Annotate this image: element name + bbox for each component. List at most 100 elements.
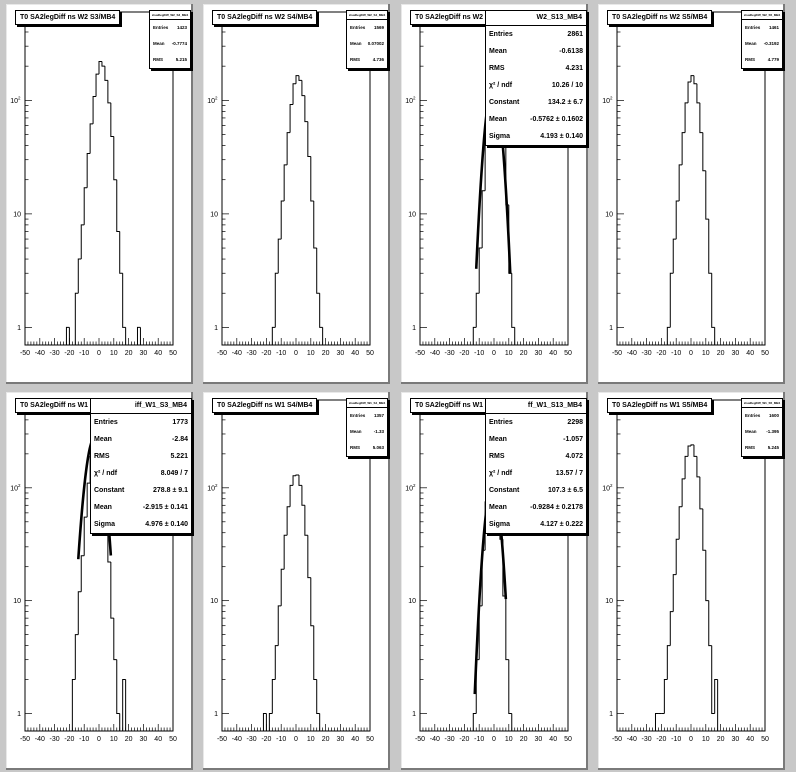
stats-label: Constant — [489, 487, 520, 494]
stats-box-header: ztsa2legDiff_W2_S3_MB4 — [150, 11, 190, 20]
x-tick-label: 10 — [307, 736, 315, 743]
histogram-bin — [271, 326, 276, 345]
y-tick-label: 10 — [408, 598, 416, 605]
histogram-bin — [92, 96, 97, 124]
x-tick-label: -30 — [247, 736, 257, 743]
histogram-bin — [301, 485, 305, 506]
histogram-bin — [505, 595, 509, 661]
histogram-bin — [690, 444, 694, 446]
stats-label: Entries — [745, 25, 761, 30]
stats-row: Entries 1357 — [347, 408, 387, 424]
histogram-bin — [298, 474, 302, 486]
stats-value: 107.3 ± 6.5 — [548, 487, 583, 494]
y-tick-label: 1 — [609, 711, 613, 718]
x-tick-label: -30 — [445, 350, 455, 357]
x-tick-label: -30 — [50, 736, 60, 743]
stats-label: χ² / ndf — [94, 470, 118, 477]
x-tick-label: -40 — [232, 736, 242, 743]
stats-row: Mean -1.33 — [347, 424, 387, 440]
x-tick-label: -50 — [612, 736, 622, 743]
x-tick-label: -30 — [642, 736, 652, 743]
x-tick-label: 50 — [366, 736, 374, 743]
histogram-bin — [86, 482, 91, 518]
x-tick-label: -40 — [430, 736, 440, 743]
histogram-bin — [119, 713, 123, 732]
stats-value: -2.915 ± 0.141 — [142, 504, 188, 511]
x-tick-label: 30 — [337, 350, 345, 357]
stats-row: Mean -2.915 ± 0.141 — [91, 499, 191, 516]
histogram-bin — [708, 219, 712, 274]
histogram-bin — [262, 713, 267, 731]
histogram-bin — [511, 273, 515, 328]
histogram-bin — [472, 713, 477, 731]
y-tick-label-exponent: 2 — [413, 483, 416, 488]
x-tick-label: 0 — [97, 350, 101, 357]
stats-box-header: ztsa2legDiff_W1_S5_MB4 — [742, 399, 782, 408]
x-tick-label: 30 — [732, 736, 740, 743]
y-tick-label: 10 — [10, 485, 18, 492]
x-tick-label: -20 — [459, 736, 469, 743]
stats-row: Entries 1569 — [347, 20, 387, 36]
histogram-bin — [684, 102, 689, 133]
x-tick-label: -30 — [642, 350, 652, 357]
stats-label: RMS — [489, 65, 505, 72]
y-tick-label-exponent: 2 — [610, 483, 613, 488]
stats-row: Entries 2298 — [486, 414, 586, 431]
histogram-bin — [681, 478, 686, 507]
stats-box-header: ff_W1_S13_MB4 — [486, 399, 586, 414]
histogram-bin — [666, 645, 671, 680]
histogram-bin — [77, 258, 82, 294]
x-tick-label: 40 — [549, 350, 557, 357]
histogram-bin — [714, 327, 718, 346]
y-tick-label-exponent: 2 — [18, 483, 21, 488]
stats-label: Entries — [489, 31, 513, 38]
stats-row: Entries 1600 — [742, 408, 782, 424]
stats-box: ztsa2legDiff_W2_S5_MB4 Entries 1461 Mean -0.… — [741, 10, 783, 69]
stats-label: Constant — [94, 487, 125, 494]
stats-label: Mean — [489, 436, 507, 443]
stats-label: Entries — [350, 25, 366, 30]
x-tick-label: -50 — [612, 350, 622, 357]
histogram-bin — [310, 577, 314, 627]
stats-value: 5.215 — [175, 57, 187, 62]
stats-label: Mean — [489, 48, 507, 55]
x-tick-label: -10 — [79, 736, 89, 743]
x-tick-label: 0 — [492, 350, 496, 357]
y-tick-label: 1 — [17, 325, 21, 332]
y-tick-label-exponent: 2 — [610, 95, 613, 100]
histogram-bin — [699, 102, 703, 134]
x-tick-label: 10 — [702, 350, 710, 357]
histogram-bin — [68, 327, 73, 346]
stats-label: Mean — [153, 41, 165, 46]
histogram-bin — [110, 562, 114, 619]
stats-box: ztsa2legDiff_W1_S4_MB4 Entries 1357 Mean -1.… — [346, 398, 388, 457]
stats-value: 4.231 — [565, 65, 583, 72]
histogram-title: T0 SA2legDiff ns W2 S5/MB4 — [607, 10, 713, 25]
histogram-bin — [116, 179, 120, 232]
x-tick-label: 40 — [746, 350, 754, 357]
stats-value: 2298 — [567, 419, 583, 426]
stats-value: 4.072 — [565, 453, 583, 460]
x-tick-label: 50 — [564, 350, 572, 357]
x-tick-label: 10 — [110, 350, 118, 357]
stats-label: Mean — [745, 429, 757, 434]
histogram-bin — [274, 645, 279, 680]
stats-label: Entries — [745, 413, 761, 418]
stats-box-header: iff_W1_S3_MB4 — [91, 399, 191, 414]
histogram-bin — [481, 190, 486, 249]
stats-label: χ² / ndf — [489, 82, 513, 89]
stats-row: RMS 5.221 — [91, 448, 191, 465]
y-tick-label: 1 — [412, 711, 416, 718]
stats-label: Mean — [94, 504, 112, 511]
histogram-bin — [307, 535, 311, 579]
stats-value: -1.057 — [563, 436, 583, 443]
histogram-bin — [136, 326, 141, 345]
x-tick-label: 50 — [761, 350, 769, 357]
stats-row: χ² / ndf 8.049 / 7 — [91, 465, 191, 482]
stats-row: Constant 278.8 ± 9.1 — [91, 482, 191, 499]
stats-row: Mean -0.3192 — [742, 36, 782, 52]
stats-row: RMS 4.736 — [347, 52, 387, 68]
histogram-bin — [107, 80, 111, 104]
